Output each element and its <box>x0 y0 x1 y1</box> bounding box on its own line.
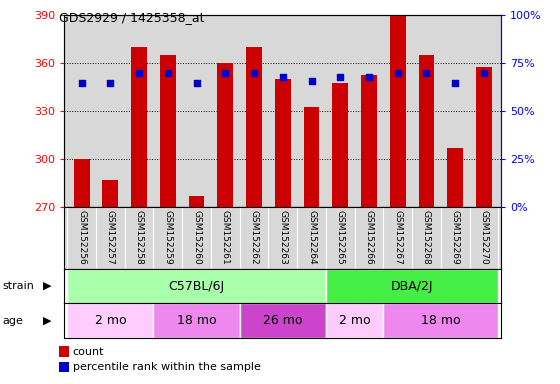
Text: GSM152269: GSM152269 <box>451 210 460 265</box>
Point <box>307 78 316 84</box>
Bar <box>67 269 326 303</box>
Text: 26 mo: 26 mo <box>263 314 302 327</box>
Bar <box>361 74 377 207</box>
Text: GSM152265: GSM152265 <box>336 210 345 265</box>
Bar <box>74 159 90 207</box>
Text: GSM152257: GSM152257 <box>106 210 115 265</box>
Point <box>479 70 488 76</box>
Bar <box>304 107 319 207</box>
Bar <box>217 63 233 207</box>
Bar <box>447 148 463 207</box>
Bar <box>153 303 240 338</box>
Text: GSM152266: GSM152266 <box>365 210 374 265</box>
Text: C57BL/6J: C57BL/6J <box>169 280 225 293</box>
Text: GSM152267: GSM152267 <box>393 210 402 265</box>
Text: GSM152264: GSM152264 <box>307 210 316 265</box>
Text: GSM152258: GSM152258 <box>134 210 143 265</box>
Bar <box>102 180 118 207</box>
Text: GSM152270: GSM152270 <box>479 210 488 265</box>
Point <box>192 79 201 86</box>
Text: ▶: ▶ <box>43 281 52 291</box>
Bar <box>246 47 262 207</box>
Point <box>164 70 172 76</box>
Bar <box>240 303 326 338</box>
Point <box>422 70 431 76</box>
Bar <box>189 196 204 207</box>
Point <box>393 70 402 76</box>
Text: 18 mo: 18 mo <box>177 314 216 327</box>
Point <box>134 70 143 76</box>
Text: GSM152263: GSM152263 <box>278 210 287 265</box>
Bar <box>476 66 492 207</box>
Bar <box>333 83 348 207</box>
Text: age: age <box>3 316 24 326</box>
Text: strain: strain <box>3 281 35 291</box>
Text: percentile rank within the sample: percentile rank within the sample <box>73 362 260 372</box>
Text: ▶: ▶ <box>43 316 52 326</box>
Bar <box>390 15 405 207</box>
Text: 2 mo: 2 mo <box>339 314 371 327</box>
Point <box>451 79 460 86</box>
Point <box>278 74 287 80</box>
Bar <box>275 79 291 207</box>
Point <box>77 79 86 86</box>
Text: DBA/2J: DBA/2J <box>391 280 433 293</box>
Point <box>365 74 374 80</box>
Text: GSM152268: GSM152268 <box>422 210 431 265</box>
Text: GSM152256: GSM152256 <box>77 210 86 265</box>
Bar <box>384 303 498 338</box>
Bar <box>326 303 384 338</box>
Point <box>250 70 259 76</box>
Bar <box>160 55 176 207</box>
Point <box>106 79 115 86</box>
Text: 2 mo: 2 mo <box>95 314 126 327</box>
Bar <box>326 269 498 303</box>
Text: GDS2929 / 1425358_at: GDS2929 / 1425358_at <box>59 12 204 25</box>
Text: GSM152261: GSM152261 <box>221 210 230 265</box>
Text: 18 mo: 18 mo <box>421 314 461 327</box>
Point <box>221 70 230 76</box>
Point <box>336 74 345 80</box>
Text: GSM152260: GSM152260 <box>192 210 201 265</box>
Bar <box>131 47 147 207</box>
Bar <box>418 55 435 207</box>
Text: GSM152262: GSM152262 <box>250 210 259 265</box>
Text: count: count <box>73 347 104 357</box>
Text: GSM152259: GSM152259 <box>164 210 172 265</box>
Bar <box>67 303 153 338</box>
